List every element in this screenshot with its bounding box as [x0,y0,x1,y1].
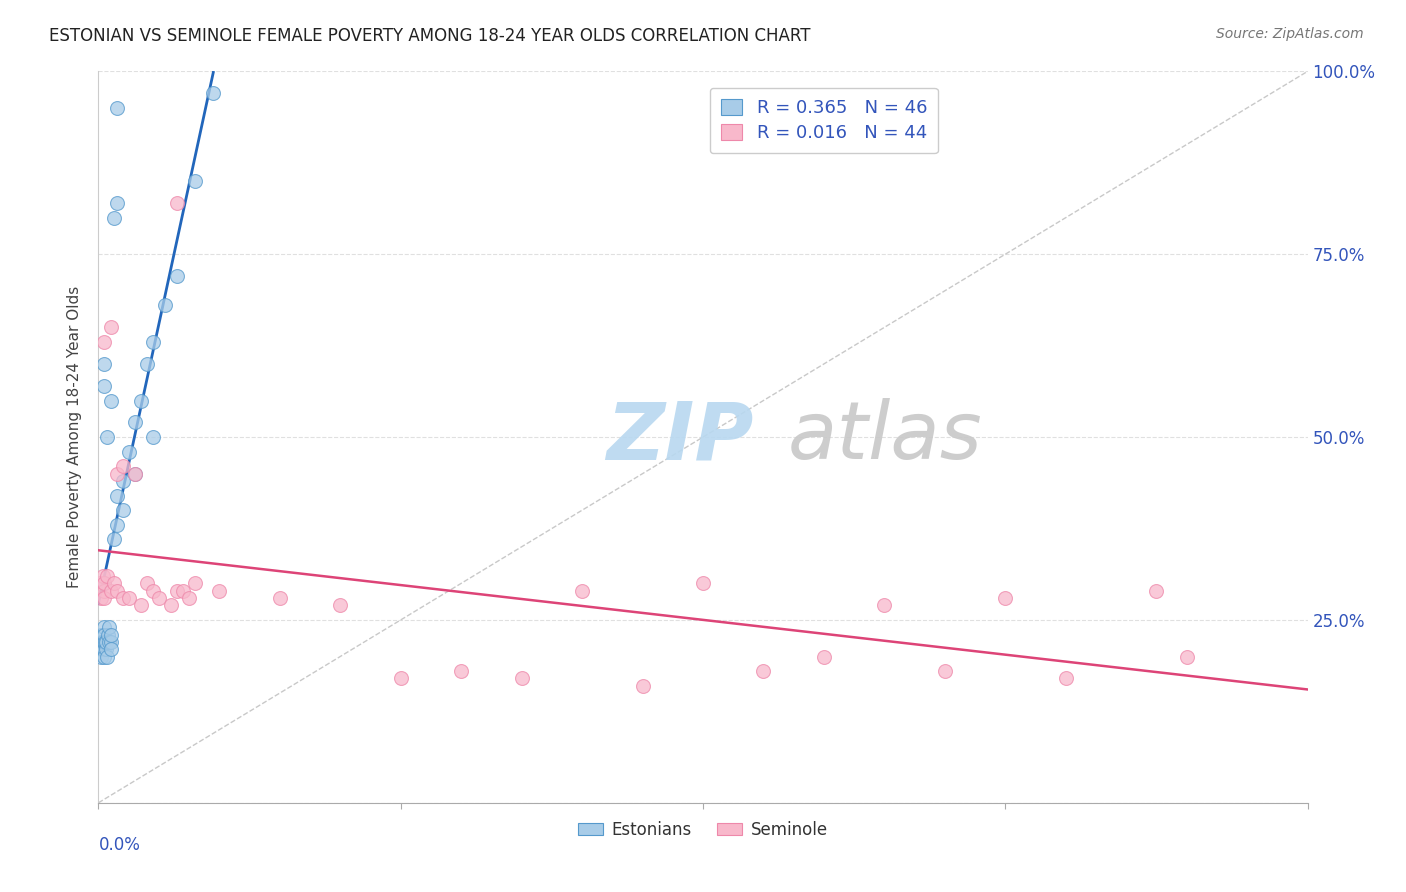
Point [93,620,115,634]
Point [752,664,775,678]
Point [93,583,115,598]
Point [269,591,291,605]
Point [129,393,152,408]
Text: ESTONIAN VS SEMINOLE FEMALE POVERTY AMONG 18-24 YEAR OLDS CORRELATION CHART: ESTONIAN VS SEMINOLE FEMALE POVERTY AMON… [49,27,811,45]
Point [166,583,188,598]
Point [97,627,120,641]
Point [100,635,122,649]
Point [90,627,112,641]
Point [208,583,231,598]
Point [510,672,533,686]
Point [96,430,118,444]
Point [111,474,134,488]
Point [631,679,654,693]
Point [96,635,118,649]
Point [129,599,152,613]
Point [96,649,118,664]
Point [1175,649,1198,664]
Point [93,591,115,605]
Point [105,517,128,532]
Point [202,87,225,101]
Text: 0.0%: 0.0% [98,836,141,854]
Text: atlas: atlas [787,398,983,476]
Point [184,174,207,188]
Point [153,298,176,312]
Point [103,211,125,225]
Point [93,576,115,591]
Point [184,576,207,591]
Point [111,503,134,517]
Legend: Estonians, Seminole: Estonians, Seminole [572,814,834,846]
Point [166,196,188,211]
Point [103,533,125,547]
Point [111,591,134,605]
Point [124,416,146,430]
Point [135,576,157,591]
Point [118,591,141,605]
Point [142,334,165,349]
Point [91,635,114,649]
Point [96,569,118,583]
Point [94,642,117,657]
Point [450,664,472,678]
Point [90,642,112,657]
Point [91,635,114,649]
Point [118,444,141,458]
Point [142,430,165,444]
Point [124,467,146,481]
Point [179,591,201,605]
Point [93,642,115,657]
Point [329,599,352,613]
Point [934,664,956,678]
Point [89,635,111,649]
Y-axis label: Female Poverty Among 18-24 Year Olds: Female Poverty Among 18-24 Year Olds [67,286,83,588]
Point [873,599,896,613]
Point [1054,672,1077,686]
Point [100,393,122,408]
Point [97,635,120,649]
Point [813,649,835,664]
Text: Source: ZipAtlas.com: Source: ZipAtlas.com [1216,27,1364,41]
Point [90,649,112,664]
Point [103,576,125,591]
Point [93,357,115,371]
Point [166,269,188,284]
Point [172,583,194,598]
Point [692,576,714,591]
Point [135,357,157,371]
Point [105,196,128,211]
Point [91,642,114,657]
Point [100,320,122,334]
Point [389,672,412,686]
Point [93,576,115,591]
Point [105,467,128,481]
Point [105,583,128,598]
Point [94,635,117,649]
Point [91,569,114,583]
Point [111,459,134,474]
Point [100,583,122,598]
Point [93,379,115,393]
Point [90,591,112,605]
Point [994,591,1017,605]
Point [105,101,128,115]
Point [124,467,146,481]
Point [142,583,165,598]
Point [100,627,122,641]
Point [93,334,115,349]
Point [100,642,122,657]
Point [148,591,170,605]
Point [98,620,121,634]
Point [571,583,593,598]
Point [160,599,183,613]
Point [105,489,128,503]
Point [1144,583,1167,598]
Point [93,627,115,641]
Point [89,576,111,591]
Point [93,649,115,664]
Text: ZIP: ZIP [606,398,754,476]
Point [93,635,115,649]
